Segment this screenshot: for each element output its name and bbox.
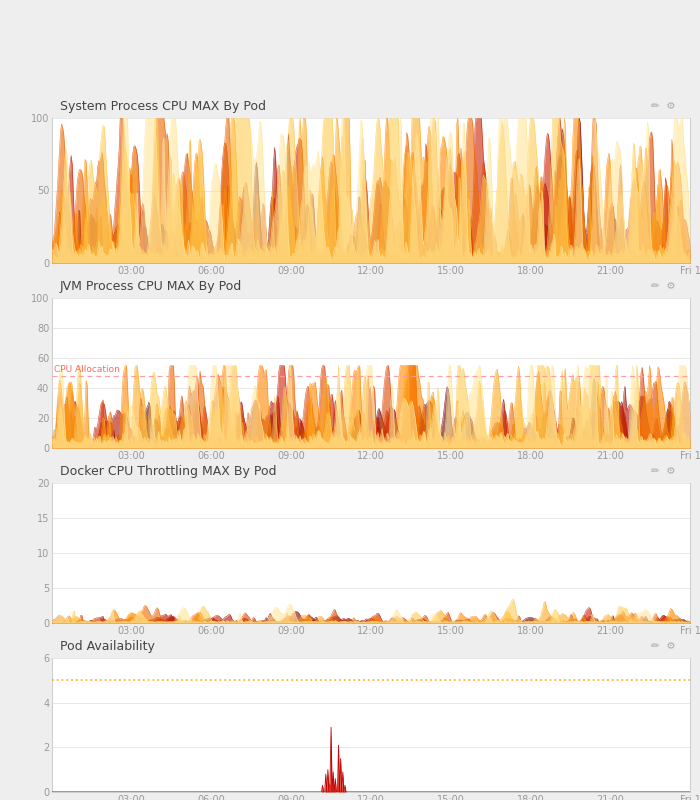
Text: CPU Allocation: CPU Allocation [54,365,120,374]
Text: JVM Process CPU MAX By Pod: JVM Process CPU MAX By Pod [60,280,242,293]
Text: System Process CPU MAX By Pod: System Process CPU MAX By Pod [60,100,266,113]
Text: Docker CPU Throttling MAX By Pod: Docker CPU Throttling MAX By Pod [60,465,276,478]
Text: Pod Availability: Pod Availability [60,640,155,653]
Text: ✏  ⚙: ✏ ⚙ [652,466,676,476]
Text: ✏  ⚙: ✏ ⚙ [652,102,676,111]
Text: ✏  ⚙: ✏ ⚙ [652,642,676,651]
Text: ✏  ⚙: ✏ ⚙ [652,282,676,291]
